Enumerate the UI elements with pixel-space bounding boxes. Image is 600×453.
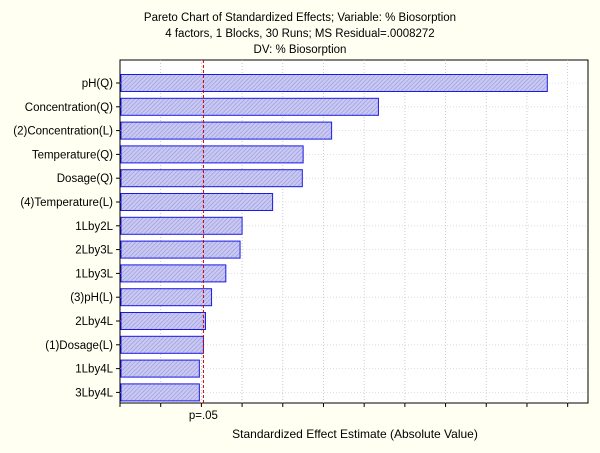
- bar-7: [120, 216, 243, 235]
- category-label: Temperature(Q): [32, 149, 113, 161]
- bar-8: [120, 240, 241, 259]
- category-label: Dosage(Q): [57, 173, 113, 185]
- category-label: 1Lby2L: [75, 221, 113, 233]
- category-label: 2Lby4L: [75, 316, 113, 328]
- category-label: pH(Q): [82, 78, 113, 90]
- chart-subtitle-2: DV: % Biosorption: [253, 44, 347, 56]
- bar-6: [120, 193, 274, 211]
- category-label: (2)Concentration(L): [13, 126, 113, 138]
- p-value-label: p=.05: [189, 410, 218, 422]
- bar-9: [120, 264, 227, 283]
- bar-3: [120, 121, 333, 140]
- bar-1: [120, 74, 548, 92]
- category-label: (4)Temperature(L): [20, 197, 113, 209]
- category-label: Concentration(Q): [25, 102, 113, 114]
- category-label: (3)pH(L): [70, 292, 113, 304]
- x-axis-label: Standardized Effect Estimate (Absolute V…: [232, 427, 478, 441]
- chart-title: Pareto Chart of Standardized Effects; Va…: [143, 12, 457, 24]
- bar-2: [120, 97, 379, 116]
- bar-4: [120, 145, 304, 164]
- bar-5: [120, 169, 303, 188]
- category-label: 1Lby4L: [75, 364, 113, 376]
- bar-14: [120, 383, 200, 402]
- bar-13: [120, 359, 200, 378]
- chart-title-block: Pareto Chart of Standardized Effects; Va…: [0, 10, 600, 58]
- category-label: 3Lby4L: [75, 387, 113, 399]
- chart-subtitle: 4 factors, 1 Blocks, 30 Runs; MS Residua…: [165, 28, 435, 40]
- category-label: 2Lby3L: [75, 245, 113, 257]
- category-label: (1)Dosage(L): [45, 340, 113, 352]
- bar-10: [120, 288, 213, 307]
- bar-11: [120, 312, 206, 330]
- category-label: 1Lby3L: [75, 268, 113, 280]
- bar-12: [120, 335, 204, 354]
